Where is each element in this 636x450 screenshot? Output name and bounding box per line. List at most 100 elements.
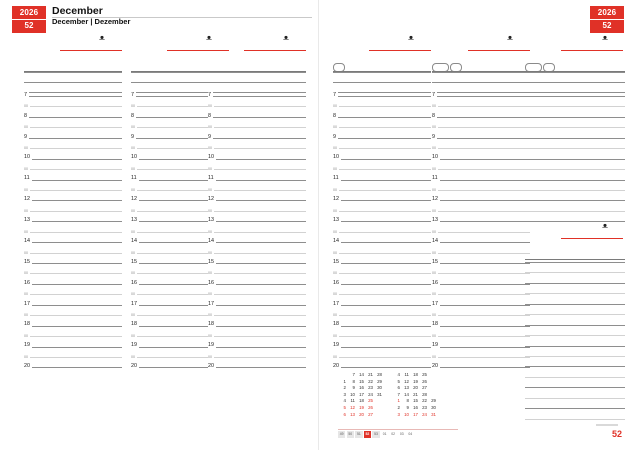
- hour-row[interactable]: 13: [24, 217, 122, 231]
- hour-row[interactable]: [525, 272, 625, 282]
- hour-row[interactable]: 18: [333, 321, 431, 336]
- mini-day-cell[interactable]: 12: [350, 404, 355, 410]
- hour-row[interactable]: 7: [208, 91, 306, 106]
- mini-day-cell[interactable]: 10: [404, 411, 409, 417]
- mini-day-cell[interactable]: 31: [431, 411, 436, 417]
- hour-row[interactable]: [525, 387, 625, 397]
- hour-row[interactable]: 15: [131, 258, 229, 273]
- mini-day-cell[interactable]: 4: [397, 372, 400, 377]
- hour-row[interactable]: 10: [24, 154, 122, 169]
- hour-row[interactable]: 12: [24, 196, 122, 210]
- hour-row[interactable]: 20: [432, 363, 530, 377]
- week-number-strip[interactable]: 49 50 51 52 53 01 02 03 04: [338, 431, 458, 440]
- half-hour-row[interactable]: 00: [131, 186, 229, 200]
- half-hour-row[interactable]: 00: [131, 145, 229, 158]
- hour-row[interactable]: [525, 335, 625, 345]
- hour-row[interactable]: 20: [131, 363, 229, 377]
- half-hour-row[interactable]: 00: [131, 291, 229, 304]
- mini-day-cell[interactable]: 11: [404, 372, 409, 377]
- mini-day-cell[interactable]: 30: [377, 385, 382, 391]
- notes-area[interactable]: [432, 72, 530, 94]
- half-hour-row[interactable]: 00: [333, 103, 431, 116]
- mini-day-cell[interactable]: 26: [368, 404, 373, 410]
- hour-row[interactable]: 10: [333, 154, 431, 169]
- week-number-box[interactable]: 53: [372, 431, 380, 438]
- mini-day-cell[interactable]: 29: [377, 378, 382, 384]
- hour-row[interactable]: 9: [131, 133, 229, 148]
- day-column-tuesday-22[interactable]: 7 00 8 00 9 00 10 00 11 00 12 00 13 00 14 00 15 00 16 00 17 0…: [131, 26, 229, 378]
- mini-day-cell[interactable]: 25: [422, 372, 427, 377]
- hour-row[interactable]: [525, 189, 625, 200]
- half-hour-row[interactable]: 00: [208, 249, 306, 263]
- mini-day-cell[interactable]: 3: [397, 411, 400, 417]
- half-hour-row[interactable]: 00: [333, 312, 431, 325]
- hour-row[interactable]: [525, 148, 625, 158]
- hour-row[interactable]: 9: [432, 133, 530, 148]
- hour-row[interactable]: 8: [333, 112, 431, 127]
- hour-row[interactable]: 12: [432, 196, 530, 210]
- mini-day-cell[interactable]: 5: [397, 378, 400, 384]
- half-hour-row[interactable]: 00: [131, 166, 229, 179]
- hour-row[interactable]: 19: [432, 342, 530, 357]
- hour-row[interactable]: [525, 200, 625, 210]
- mini-day-cell[interactable]: 13: [350, 411, 355, 417]
- hour-row[interactable]: [525, 282, 625, 293]
- half-hour-row[interactable]: 00: [131, 207, 229, 221]
- half-hour-row[interactable]: 00: [131, 353, 229, 367]
- half-hour-row[interactable]: 00: [432, 312, 530, 325]
- hour-row[interactable]: [525, 397, 625, 408]
- day-column-wednesday-23[interactable]: 7 00 8 00 9 00 10 00 11 00 12 00 13 00 14 00 15 00 16 00 17 0…: [208, 26, 306, 378]
- hour-row[interactable]: 8: [432, 112, 530, 127]
- hour-row[interactable]: [525, 314, 625, 324]
- hour-row[interactable]: 9: [208, 133, 306, 148]
- mini-day-cell[interactable]: 24: [368, 391, 373, 397]
- half-hour-row[interactable]: 00: [208, 353, 306, 367]
- half-hour-row[interactable]: 00: [432, 145, 530, 158]
- hour-row[interactable]: 20: [333, 363, 431, 377]
- hour-row[interactable]: 15: [333, 258, 431, 273]
- half-hour-row[interactable]: 00: [24, 270, 122, 283]
- hour-row[interactable]: [525, 137, 625, 148]
- hour-row[interactable]: [525, 158, 625, 169]
- half-hour-row[interactable]: 00: [333, 249, 431, 263]
- day-column-thursday-24[interactable]: 7 00 8 00 9 00 10 00 11 00 12 00 13 00 14 00 15 00 16 00 17 0…: [333, 26, 431, 378]
- mini-month-january[interactable]: 4 11 18 25 5 12 19 26 6 13 20 27 7 14 21 28 1 8 15 22 29 2 9 16…: [392, 372, 437, 418]
- hour-row[interactable]: 13: [131, 217, 229, 231]
- half-hour-row[interactable]: 00: [208, 270, 306, 283]
- hour-row[interactable]: 16: [333, 279, 431, 294]
- half-hour-row[interactable]: 00: [333, 145, 431, 158]
- hour-row[interactable]: 14: [208, 237, 306, 252]
- mini-day-cell[interactable]: 12: [404, 378, 409, 384]
- half-hour-row[interactable]: 00: [24, 207, 122, 221]
- mini-day-cell[interactable]: 6: [343, 411, 346, 417]
- hour-row[interactable]: [525, 106, 625, 116]
- hour-row[interactable]: [525, 210, 625, 221]
- hour-row[interactable]: 11: [432, 175, 530, 190]
- hour-row[interactable]: 12: [333, 196, 431, 210]
- half-hour-row[interactable]: 00: [24, 291, 122, 304]
- notes-area[interactable]: [525, 72, 625, 94]
- half-hour-row[interactable]: 00: [208, 103, 306, 116]
- mini-day-cell[interactable]: 28: [422, 391, 427, 397]
- half-hour-row[interactable]: 00: [333, 166, 431, 179]
- half-hour-row[interactable]: 00: [24, 312, 122, 325]
- half-hour-row[interactable]: 00: [24, 166, 122, 179]
- hour-row[interactable]: [525, 116, 625, 127]
- half-hour-row[interactable]: 00: [432, 333, 530, 346]
- hour-row[interactable]: 18: [131, 321, 229, 336]
- hour-row[interactable]: 14: [24, 237, 122, 252]
- hour-row[interactable]: [525, 221, 625, 231]
- hour-row[interactable]: [525, 169, 625, 179]
- notes-area[interactable]: [24, 72, 122, 94]
- hour-row[interactable]: [525, 324, 625, 335]
- hour-row[interactable]: 17: [333, 300, 431, 315]
- week-number-box[interactable]: 01: [380, 431, 389, 438]
- half-hour-row[interactable]: 00: [208, 312, 306, 325]
- half-hour-row[interactable]: 00: [432, 186, 530, 200]
- mini-day-cell[interactable]: 16: [359, 385, 364, 391]
- hour-row[interactable]: 14: [432, 237, 530, 252]
- mini-day-cell[interactable]: 3: [343, 391, 346, 397]
- hour-row[interactable]: 8: [208, 112, 306, 127]
- mini-day-cell[interactable]: 19: [359, 404, 364, 410]
- hour-row[interactable]: 16: [24, 279, 122, 294]
